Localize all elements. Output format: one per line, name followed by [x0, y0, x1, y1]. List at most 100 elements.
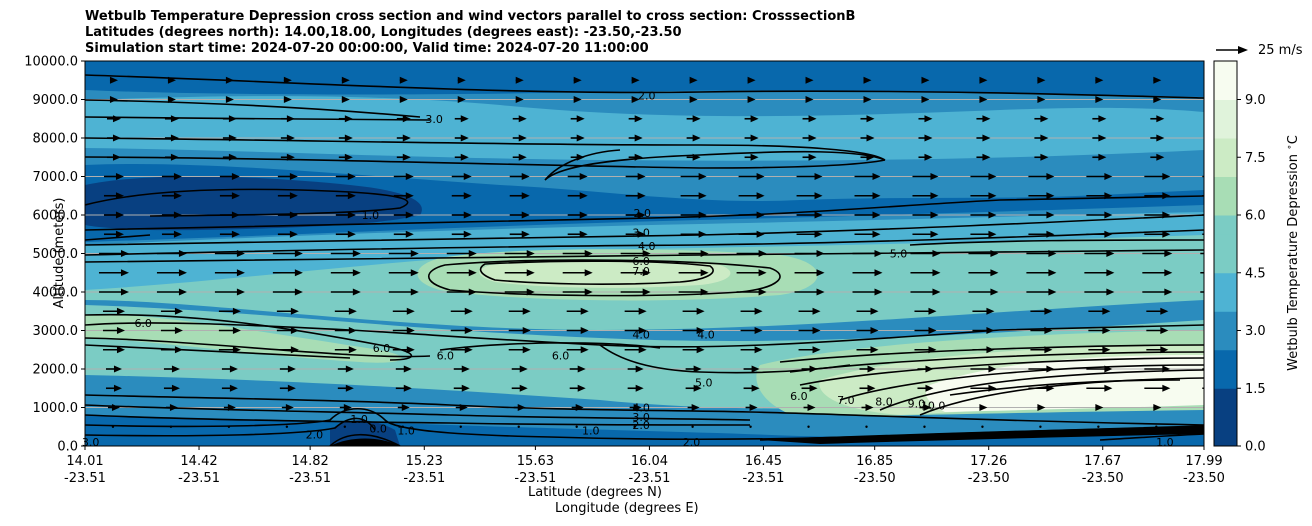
wind-vector [330, 288, 361, 296]
wind-vector [1030, 346, 1053, 354]
wind-vector [678, 269, 709, 277]
wind-vector [214, 250, 245, 257]
wind-vector [1030, 327, 1053, 334]
wind-vector [285, 425, 289, 428]
wind-vector [450, 307, 473, 315]
y-tick-label: 0.0 [57, 440, 78, 455]
wind-vector [970, 384, 997, 392]
colorbar-segment [1214, 80, 1237, 100]
wind-vector [912, 230, 939, 238]
wind-vector [1026, 250, 1057, 257]
contour-label: 1.0 [1156, 436, 1174, 449]
wind-vector [1097, 425, 1100, 428]
wind-vector [570, 115, 585, 123]
contour-label: 3.0 [425, 113, 443, 126]
wind-vector [627, 384, 644, 392]
colorbar-segment [1214, 388, 1237, 408]
wind-vector [272, 288, 303, 296]
wind-vector [395, 384, 412, 392]
x-tick-label-lat: 16.85 [856, 454, 893, 469]
contour-line-6 [85, 195, 1204, 231]
wind-vector [341, 76, 350, 84]
wind-vector [914, 327, 937, 334]
wind-vector [802, 134, 817, 142]
wind-vector [227, 425, 231, 428]
wind-vector [276, 346, 299, 354]
x-tick-label-lat: 16.45 [745, 454, 782, 469]
wind-vector [624, 327, 647, 334]
wind-vector [156, 250, 187, 257]
contour-label: 6.0 [373, 342, 391, 355]
contour-line-30 [85, 408, 851, 441]
contour-label: 1.0 [350, 413, 368, 426]
wind-vector [343, 425, 347, 428]
wind-vector [680, 230, 707, 238]
x-tick-label-lat: 15.23 [406, 454, 443, 469]
wind-vector [1155, 425, 1158, 428]
x-tick-label-lon: -23.50 [1183, 471, 1225, 486]
x-tick-label-lon: -23.50 [854, 471, 896, 486]
wind-vector [330, 250, 361, 257]
wind-vector [1026, 288, 1057, 296]
colorbar-tick-label: 1.5 [1245, 382, 1266, 397]
wind-vector [921, 96, 930, 103]
contour-label: 8.0 [875, 396, 893, 409]
colorbar-segment [1214, 311, 1237, 331]
colorbar-segment [1214, 157, 1237, 177]
wind-vector [335, 192, 356, 200]
wind-vector [629, 404, 642, 411]
wind-vectors [98, 76, 1204, 428]
wind-vector [512, 115, 527, 123]
wind-vector [685, 384, 702, 392]
wind-vector [738, 211, 765, 219]
wind-vector [794, 269, 825, 277]
x-tick-label-lat: 14.82 [292, 454, 329, 469]
wind-vector [743, 384, 760, 392]
wind-vector [161, 230, 182, 238]
colorbar-tick-label: 9.0 [1245, 93, 1266, 108]
wind-vector [504, 269, 535, 277]
wind-vector [1028, 384, 1055, 392]
wind-vector [567, 173, 588, 180]
colorbar-segment [1214, 272, 1237, 293]
wind-vector [1144, 211, 1171, 219]
wind-vector [749, 425, 752, 428]
wind-vector [740, 346, 763, 354]
wind-vector [98, 250, 129, 257]
x-axis-label-latitude: Latitude (degrees N) [528, 485, 662, 500]
y-tick-label: 6000.0 [33, 209, 79, 224]
wind-vector [738, 230, 765, 238]
contour-zero-fill [330, 438, 400, 446]
wind-vector [167, 76, 176, 84]
wind-vector [1088, 327, 1111, 334]
wind-vector [743, 365, 760, 373]
wind-vector [1084, 250, 1115, 257]
contour-line-26 [949, 379, 1181, 396]
wind-vector [970, 192, 997, 200]
contour-line-2 [85, 116, 431, 121]
wind-vector [509, 173, 530, 180]
contour-label: 1.0 [397, 425, 415, 438]
x-tick-label-lat: 14.42 [180, 454, 217, 469]
wind-vector [1142, 288, 1173, 296]
wind-vector [801, 365, 818, 373]
wind-vector [796, 173, 823, 180]
wind-vector [970, 173, 997, 180]
wind-vector [1146, 346, 1169, 354]
wind-vector [856, 346, 879, 354]
wind-vector [512, 153, 527, 161]
contour-line-28 [85, 404, 751, 421]
wind-vector [1092, 134, 1107, 142]
x-tick-label-lon: -23.51 [403, 471, 445, 486]
wind-vector [508, 307, 531, 315]
wind-vector [968, 250, 999, 257]
wind-vector [338, 115, 353, 123]
wind-vector [504, 288, 535, 296]
contour-label: 4.0 [632, 402, 650, 415]
wind-vector [854, 173, 881, 180]
quiver-key-label: 25 m/s [1258, 43, 1303, 58]
wind-vector [569, 365, 586, 373]
contour-label: 4.0 [697, 328, 715, 341]
wind-vector [283, 76, 292, 84]
wind-vector [1030, 307, 1053, 315]
